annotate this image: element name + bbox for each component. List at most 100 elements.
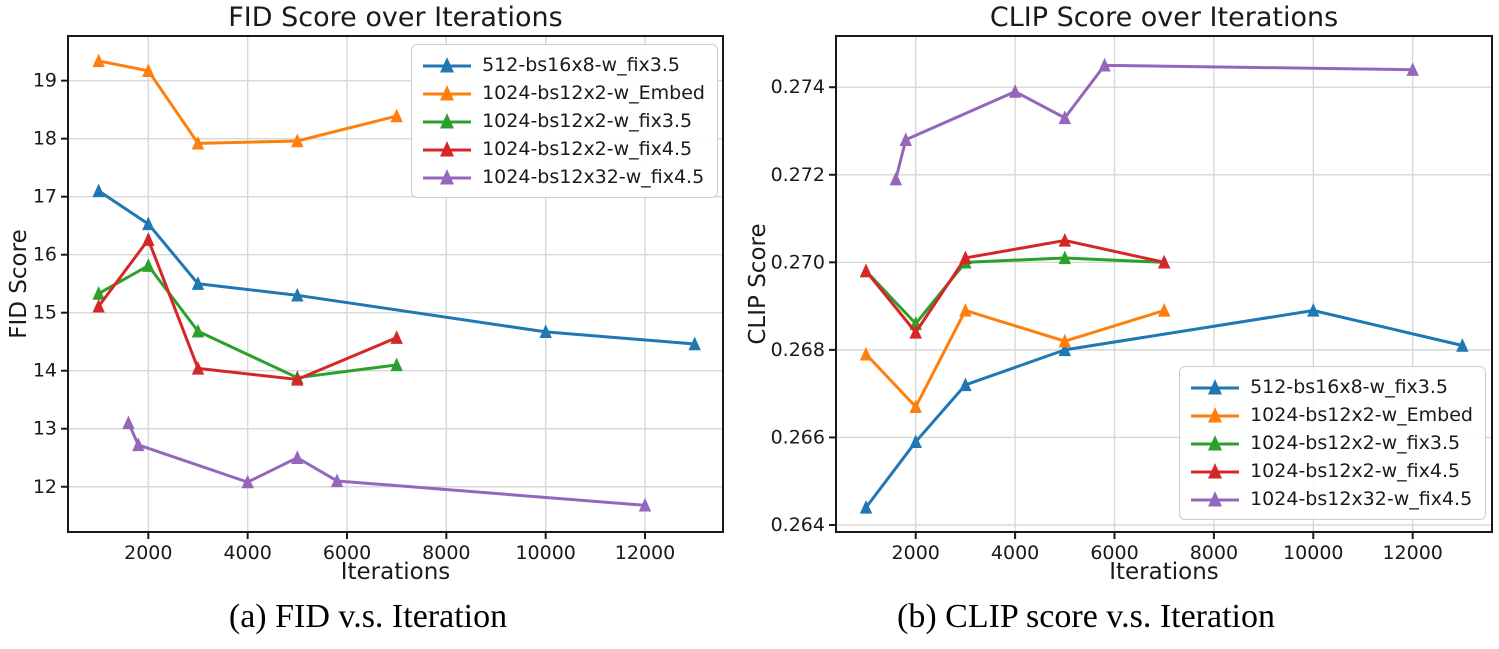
- legend-marker-icon: [1191, 491, 1240, 507]
- legend-marker-icon: [423, 85, 472, 101]
- legend-label: 1024-bs12x2-w_Embed: [482, 82, 705, 104]
- x-tick-label: 4000: [991, 542, 1039, 564]
- series-line: [864, 308, 1463, 509]
- legend-entry: 1024-bs12x2-w_fix3.5: [1189, 430, 1473, 456]
- y-tick-label: 13: [33, 418, 57, 440]
- fid-chart-title: FID Score over Iterations: [228, 2, 563, 33]
- data-point-marker: [1157, 254, 1171, 269]
- data-point-marker: [859, 346, 873, 361]
- legend-label: 1024-bs12x32-w_fix4.5: [1250, 488, 1473, 510]
- data-point-marker: [959, 250, 972, 265]
- data-point-marker: [1058, 110, 1072, 125]
- legend-marker-icon: [1191, 463, 1240, 479]
- fid-legend: 512-bs16x8-w_fix3.5 1024-bs12x2-w_Embed 10…: [411, 44, 718, 198]
- data-point-marker: [1406, 62, 1419, 76]
- y-tick-label: 14: [33, 360, 57, 382]
- data-point-marker: [1058, 233, 1072, 247]
- x-tick-label: 12000: [1382, 542, 1442, 564]
- y-tick-label: 19: [33, 70, 57, 92]
- data-point-marker: [390, 108, 403, 123]
- y-tick-label: 0.272: [771, 164, 825, 186]
- caption-a: (a) FID v.s. Iteration: [228, 598, 508, 635]
- data-point-marker: [638, 497, 652, 512]
- x-tick-label: 2000: [124, 542, 172, 564]
- data-point-marker: [241, 474, 254, 489]
- y-tick-label: 0.266: [771, 426, 825, 448]
- data-point-marker: [859, 500, 873, 514]
- y-tick-label: 12: [33, 476, 57, 498]
- data-point-marker: [390, 330, 403, 344]
- legend-entry: 1024-bs12x2-w_Embed: [1189, 402, 1473, 428]
- legend-label: 1024-bs12x2-w_fix4.5: [1250, 460, 1461, 482]
- clip-legend: 512-bs16x8-w_fix3.5 1024-bs12x2-w_Embed 10…: [1179, 366, 1486, 520]
- series-line: [97, 189, 695, 346]
- data-point-marker: [291, 450, 304, 464]
- legend-entry: 1024-bs12x2-w_fix4.5: [421, 136, 705, 162]
- data-point-marker: [1307, 303, 1320, 317]
- data-point-marker: [889, 171, 903, 186]
- y-tick-label: 0.274: [771, 76, 825, 98]
- legend-label: 1024-bs12x2-w_fix3.5: [482, 110, 693, 132]
- legend-marker-icon: [423, 113, 472, 129]
- plot-frame: [835, 35, 1493, 533]
- series-line: [127, 422, 646, 507]
- legend-entry: 1024-bs12x32-w_fix4.5: [421, 164, 705, 190]
- fid-x-axis-label: Iterations: [340, 559, 451, 585]
- legend-entry: 1024-bs12x2-w_fix4.5: [1189, 458, 1473, 484]
- data-point-marker: [1008, 84, 1022, 98]
- data-point-marker: [191, 360, 205, 375]
- data-point-marker: [330, 473, 344, 488]
- x-tick-label: 4000: [223, 542, 271, 564]
- data-point-marker: [909, 399, 922, 413]
- y-tick-label: 0.270: [771, 251, 825, 273]
- data-point-marker: [909, 324, 922, 339]
- data-point-marker: [909, 434, 922, 449]
- data-point-marker: [1058, 342, 1072, 357]
- x-tick-label: 6000: [1090, 542, 1138, 564]
- x-tick-label: 12000: [615, 542, 675, 564]
- data-point-marker: [92, 286, 105, 300]
- data-point-marker: [291, 287, 304, 302]
- legend-marker-icon: [423, 141, 472, 157]
- legend-label: 1024-bs12x2-w_Embed: [1250, 404, 1473, 426]
- data-point-marker: [1058, 333, 1072, 348]
- data-point-marker: [291, 371, 304, 386]
- data-point-marker: [1456, 338, 1469, 352]
- caption-b: (b) CLIP score v.s. Iteration: [897, 598, 1275, 635]
- legend-entry: 512-bs16x8-w_fix3.5: [1189, 374, 1473, 400]
- data-point-marker: [390, 357, 403, 372]
- x-tick-label: 8000: [422, 542, 470, 564]
- x-tick-label: 8000: [1190, 542, 1238, 564]
- x-tick-label: 2000: [892, 542, 940, 564]
- clip-chart-title: CLIP Score over Iterations: [989, 2, 1339, 33]
- legend-marker-icon: [1191, 379, 1240, 395]
- data-point-marker: [92, 298, 105, 313]
- legend-label: 1024-bs12x2-w_fix4.5: [482, 138, 693, 160]
- legend-label: 1024-bs12x2-w_fix3.5: [1250, 432, 1461, 454]
- legend-label: 512-bs16x8-w_fix3.5: [1250, 376, 1449, 398]
- clip-y-axis-label: CLIP Score: [745, 223, 771, 345]
- legend-marker-icon: [423, 57, 472, 73]
- legend-label: 512-bs16x8-w_fix3.5: [482, 54, 681, 76]
- fid-y-axis-label: FID Score: [6, 229, 32, 339]
- data-point-marker: [1058, 250, 1072, 265]
- y-tick-label: 16: [33, 244, 57, 266]
- data-point-marker: [92, 53, 105, 68]
- data-point-marker: [1157, 303, 1171, 317]
- y-tick-label: 0.264: [771, 514, 825, 536]
- legend-entry: 1024-bs12x32-w_fix4.5: [1189, 486, 1473, 512]
- y-tick-label: 17: [33, 186, 57, 208]
- data-point-marker: [142, 63, 155, 78]
- data-point-marker: [899, 132, 912, 146]
- data-point-marker: [191, 276, 205, 290]
- y-tick-label: 15: [33, 302, 57, 324]
- data-point-marker: [92, 183, 105, 198]
- plot-frame: [67, 35, 724, 533]
- legend-marker-icon: [1191, 407, 1240, 423]
- data-point-marker: [859, 263, 873, 278]
- clip-x-axis-label: Iterations: [1109, 559, 1219, 585]
- data-point-marker: [291, 133, 304, 148]
- data-point-marker: [539, 324, 552, 339]
